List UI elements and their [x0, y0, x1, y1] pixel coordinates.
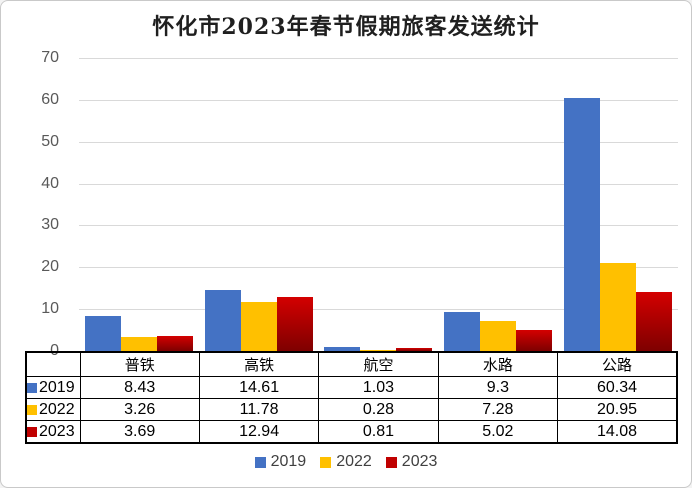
legend-item-2019: 2019 [254, 453, 307, 470]
value-cell: 1.03 [318, 376, 439, 399]
legend-key-cell: 2023 [25, 420, 81, 444]
y-tick-label: 40 [41, 174, 59, 192]
chart-title: 怀化市2023年春节假期旅客发送统计 [152, 14, 540, 40]
legend-swatch [385, 456, 397, 468]
gridline [79, 99, 678, 101]
value-cell: 0.81 [318, 420, 439, 444]
bar-2023-水路 [516, 330, 553, 351]
legend-swatch [254, 456, 266, 468]
gridline [79, 58, 678, 59]
y-tick-label: 70 [41, 49, 59, 66]
legend-label: 2022 [336, 453, 372, 470]
y-tick-label: 10 [41, 300, 59, 318]
bar-group-2 [199, 58, 319, 351]
gridline [79, 225, 678, 227]
legend-swatch [320, 456, 332, 468]
bar-2019-水路 [444, 312, 481, 351]
legend-label: 2019 [270, 453, 307, 470]
series-swatch [27, 404, 37, 415]
bar-2019-普铁 [84, 315, 121, 351]
bar-2023-航空 [396, 347, 433, 351]
table-row: 2023 3.69 12.94 0.81 5.02 14.08 [25, 420, 678, 444]
legend-label: 2023 [401, 453, 438, 470]
bars-layer [79, 58, 678, 351]
y-tick-label: 0 [50, 342, 59, 359]
table-body: 2019 8.43 14.61 1.03 9.3 60.34 2022 3.26 11.78 0.… [25, 376, 678, 444]
legend-key-cell: 2019 [25, 376, 81, 399]
bar-2019-高铁 [204, 289, 241, 351]
value-cell: 9.3 [437, 376, 559, 399]
value-cell: 12.94 [198, 420, 320, 444]
value-cell: 11.78 [198, 398, 320, 421]
bar-2022-水路 [480, 320, 517, 351]
bar-group-3 [319, 58, 439, 351]
series-name: 2022 [39, 400, 75, 418]
y-axis: 0 10 20 30 40 50 60 70 [1, 50, 69, 359]
value-cell: 7.28 [437, 398, 559, 421]
bar-2019-航空 [324, 346, 361, 351]
table-header-row: 普铁 高铁 航空 水路 公路 [26, 351, 678, 377]
bar-2019-公路 [564, 98, 601, 351]
bar-2022-航空 [360, 349, 397, 351]
plot-area [79, 58, 678, 351]
legend-item-2022: 2022 [320, 454, 372, 470]
series-swatch [27, 382, 37, 393]
gridlines [79, 58, 678, 351]
gridline [79, 309, 678, 311]
value-cell: 60.34 [557, 376, 678, 399]
bar-2022-高铁 [240, 301, 277, 351]
value-cell: 8.43 [79, 376, 200, 399]
y-tick-label: 60 [41, 90, 59, 108]
series-swatch [27, 426, 37, 437]
value-cell: 20.95 [557, 398, 678, 421]
y-tick-label: 50 [41, 132, 59, 150]
bar-2023-普铁 [156, 335, 193, 351]
value-cell: 3.26 [79, 398, 200, 421]
value-cell: 14.08 [557, 420, 678, 444]
bar-group-1 [79, 58, 199, 351]
legend-item-2023: 2023 [385, 453, 438, 470]
bar-group-5 [558, 58, 678, 351]
value-cell: 14.61 [198, 376, 320, 399]
category-header: 公路 [557, 351, 678, 377]
legend-key-cell: 2022 [25, 398, 81, 421]
bar-2023-高铁 [276, 296, 313, 351]
series-name: 2023 [39, 422, 75, 440]
value-cell: 0.28 [318, 398, 439, 421]
category-header: 航空 [318, 351, 439, 377]
y-tick-label: 20 [41, 258, 59, 276]
table-corner-blank-cell [26, 352, 80, 377]
bar-group-4 [438, 58, 558, 351]
gridline [79, 141, 678, 143]
data-table: 普铁 高铁 航空 水路 公路 2019 8.43 14.61 1.03 9.3 60.34 2022… [25, 351, 678, 444]
gridline [79, 183, 678, 185]
value-cell: 5.02 [437, 420, 559, 444]
category-header: 高铁 [198, 351, 320, 377]
legend: 2019 2022 2023 [1, 451, 691, 473]
table-row: 2022 3.26 11.78 0.28 7.28 20.95 [25, 398, 678, 421]
y-tick-label: 30 [41, 216, 59, 234]
value-cell: 3.69 [79, 420, 200, 444]
bar-2023-公路 [636, 292, 673, 351]
gridline [79, 267, 678, 269]
category-header: 水路 [437, 351, 559, 377]
category-header: 普铁 [79, 351, 200, 377]
bar-2022-普铁 [120, 337, 157, 351]
table-row: 2019 8.43 14.61 1.03 9.3 60.34 [25, 376, 678, 399]
series-name: 2019 [39, 378, 75, 396]
bar-2022-公路 [600, 263, 637, 351]
